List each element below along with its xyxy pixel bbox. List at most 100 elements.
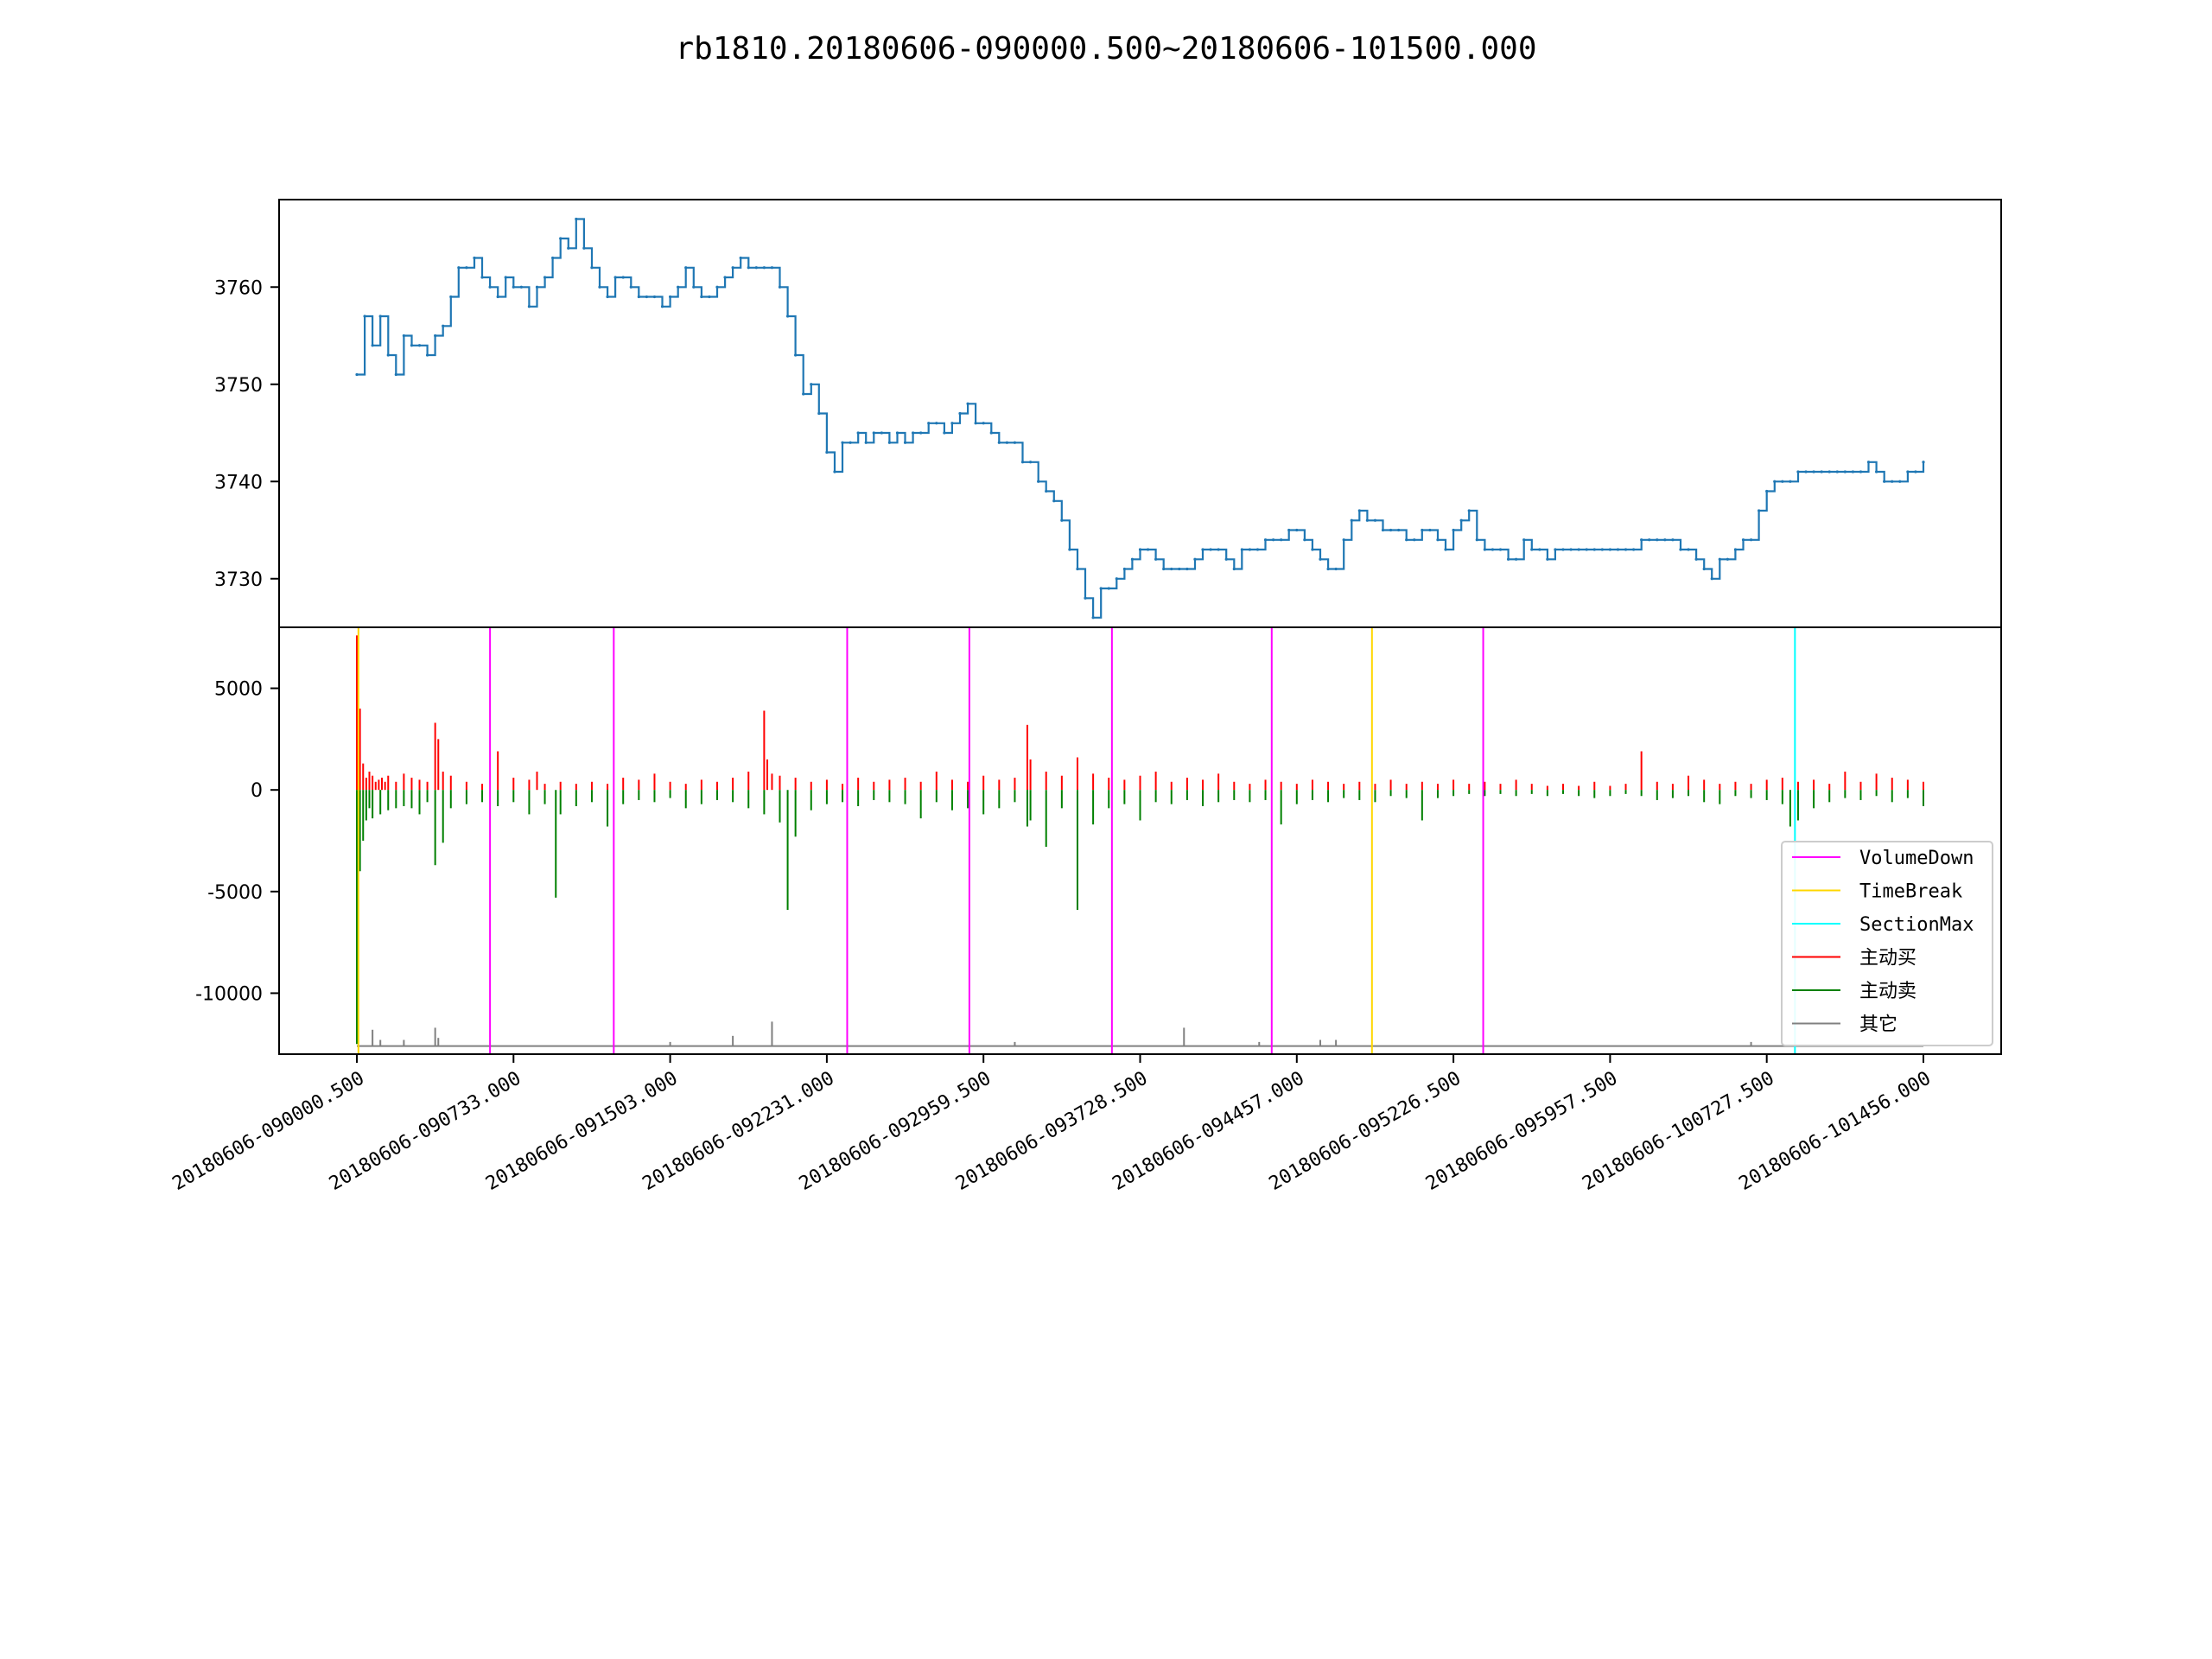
price-point: [434, 334, 437, 338]
price-point: [997, 441, 1001, 444]
price-point: [1060, 518, 1064, 522]
price-point: [810, 383, 813, 386]
price-point: [708, 295, 711, 299]
price-point: [1068, 548, 1071, 551]
volume-y-tick-label: -5000: [207, 882, 263, 904]
price-y-axis: 3730 3740 3750 3760: [214, 277, 279, 591]
price-point: [1115, 577, 1118, 581]
price-point: [527, 305, 531, 308]
price-point: [802, 392, 805, 396]
price-point: [551, 256, 555, 260]
price-point: [943, 431, 946, 435]
price-point: [1452, 528, 1455, 532]
price-point: [1130, 557, 1135, 561]
price-point: [1084, 596, 1087, 600]
price-point: [1467, 509, 1471, 512]
price-point: [1326, 567, 1330, 571]
price-point: [1765, 489, 1769, 493]
price-point: [880, 431, 883, 435]
price-point: [1201, 548, 1205, 551]
price-point: [982, 422, 985, 425]
price-point: [1491, 548, 1495, 551]
price-panel: 3730 3740 3750 3760: [214, 199, 2002, 628]
price-point: [1671, 538, 1675, 542]
price-point: [1005, 441, 1008, 444]
price-point: [1859, 470, 1863, 474]
price-point: [1624, 548, 1628, 551]
price-point: [1781, 480, 1784, 483]
price-point: [762, 266, 766, 270]
price-point: [1758, 509, 1761, 512]
price-point: [457, 266, 461, 270]
price-point: [567, 246, 570, 250]
price-point: [1726, 557, 1729, 561]
price-point: [1694, 557, 1698, 561]
price-point: [1679, 548, 1682, 551]
price-point: [1812, 470, 1815, 474]
price-point: [1577, 548, 1580, 551]
price-point: [394, 372, 397, 377]
price-point: [582, 246, 586, 250]
price-point: [966, 402, 969, 405]
price-point: [1295, 528, 1299, 532]
price-point: [1585, 548, 1588, 551]
price-point: [1710, 577, 1713, 581]
price-point: [1804, 470, 1808, 474]
price-point: [1616, 548, 1620, 551]
price-point: [1922, 461, 1925, 464]
price-point: [1506, 557, 1510, 561]
legend-label: 其它: [1859, 1014, 1897, 1036]
price-point: [1232, 567, 1236, 571]
volume-y-tick-label: -10000: [195, 983, 263, 1005]
price-point: [355, 372, 359, 377]
price-point: [1483, 548, 1486, 551]
volume-y-tick-label: 0: [251, 780, 263, 802]
price-point: [1091, 616, 1095, 620]
price-point: [1154, 557, 1158, 561]
price-point: [1561, 548, 1565, 551]
price-point: [1687, 548, 1690, 551]
price-point: [700, 295, 703, 299]
price-point: [1373, 518, 1377, 522]
price-point: [1530, 548, 1534, 551]
price-point: [1733, 548, 1738, 551]
price-point: [598, 285, 601, 289]
price-point: [1656, 538, 1659, 542]
price-point: [935, 422, 938, 425]
price-point: [1162, 567, 1166, 571]
price-point: [1287, 528, 1291, 532]
price-point: [1217, 548, 1220, 551]
price-point: [872, 431, 875, 435]
price-point: [1554, 548, 1557, 551]
price-point: [1546, 557, 1549, 561]
price-point: [1037, 480, 1040, 483]
price-point: [590, 266, 594, 270]
price-point: [1076, 567, 1079, 571]
price-point: [1185, 567, 1189, 571]
price-point: [1311, 548, 1314, 551]
price-point: [1640, 538, 1643, 542]
price-y-tick-label: 3730: [214, 569, 263, 591]
price-point: [1013, 441, 1017, 444]
price-point: [504, 276, 507, 279]
price-point: [912, 431, 915, 435]
price-point: [1099, 587, 1103, 590]
price-point: [1428, 528, 1432, 532]
price-point: [1138, 548, 1142, 551]
price-point: [1178, 567, 1181, 571]
price-point: [849, 441, 852, 444]
price-point: [731, 266, 734, 270]
price-point: [1702, 567, 1706, 571]
price-point: [715, 285, 719, 289]
price-point: [652, 295, 657, 299]
legend-label: VolumeDown: [1859, 848, 1974, 869]
price-point: [919, 431, 923, 435]
price-point: [519, 285, 523, 289]
price-point: [692, 285, 696, 289]
price-point: [739, 256, 742, 260]
price-point: [1342, 538, 1345, 542]
price-point: [512, 285, 515, 289]
price-point: [927, 422, 931, 425]
price-point: [535, 285, 539, 289]
